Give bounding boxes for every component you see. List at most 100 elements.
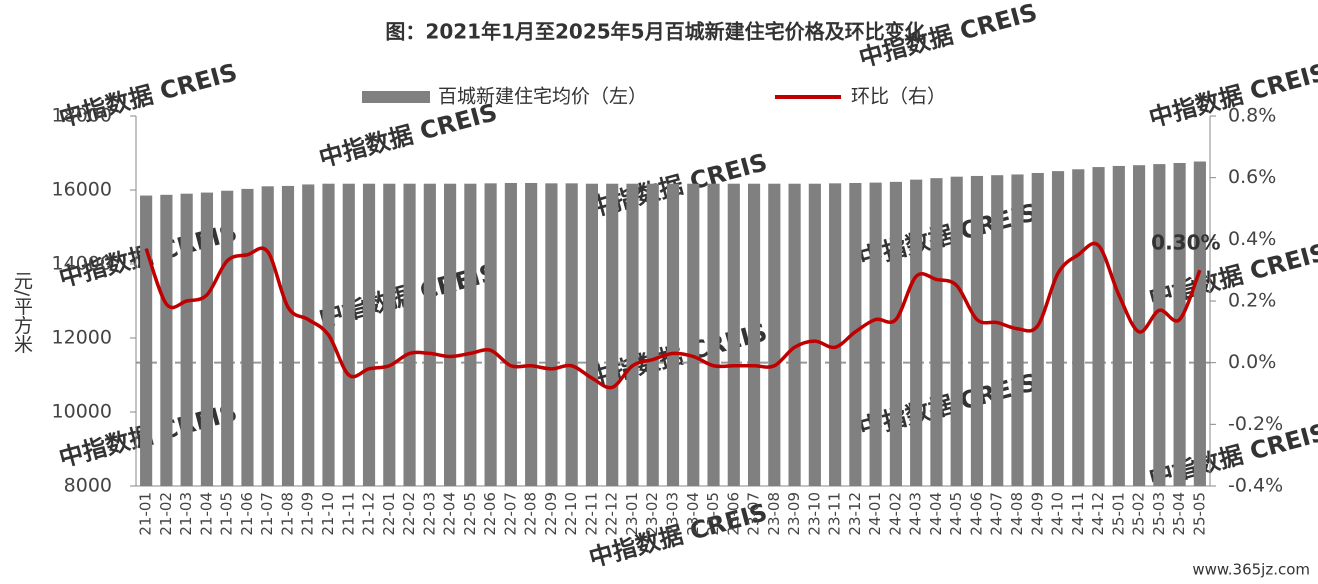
x-tick-label: 23-09 xyxy=(785,492,803,536)
x-tick-label: 23-05 xyxy=(704,492,722,536)
bar xyxy=(484,183,497,486)
bar xyxy=(160,194,173,486)
x-tick-label: 24-09 xyxy=(1028,492,1046,536)
x-tick-label: 24-07 xyxy=(988,492,1006,536)
bar xyxy=(140,195,153,487)
x-tick-label: 24-05 xyxy=(947,492,965,536)
x-tick-label: 23-12 xyxy=(846,492,864,536)
bar xyxy=(606,183,619,486)
bar xyxy=(889,181,902,487)
bar xyxy=(302,184,315,486)
x-tick-label: 22-11 xyxy=(582,492,600,536)
bar xyxy=(687,183,700,486)
x-tick-label: 25-04 xyxy=(1170,492,1188,536)
bar xyxy=(869,182,882,486)
bar xyxy=(950,176,963,486)
x-tick-label: 21-11 xyxy=(339,492,357,536)
x-tick-label: 23-11 xyxy=(826,492,844,536)
x-tick-label: 21-10 xyxy=(319,492,337,536)
y-tick-label: 18000 xyxy=(52,105,112,127)
y2-tick-label: 0.4% xyxy=(1228,228,1276,250)
x-tick-label: 21-04 xyxy=(197,492,215,536)
x-tick-label: 24-02 xyxy=(886,492,904,536)
bar xyxy=(991,175,1004,486)
x-tick-label: 22-12 xyxy=(603,492,621,536)
bar xyxy=(403,183,416,486)
x-tick-label: 23-04 xyxy=(684,492,702,536)
bar xyxy=(261,186,274,487)
x-tick-label: 23-10 xyxy=(805,492,823,536)
x-tick-label: 23-03 xyxy=(664,492,682,536)
bar xyxy=(747,183,761,486)
bar xyxy=(808,183,821,486)
x-tick-label: 22-04 xyxy=(441,492,459,536)
x-tick-label: 22-05 xyxy=(461,492,479,536)
bar xyxy=(930,178,943,486)
bar xyxy=(180,193,193,486)
x-tick-label: 21-08 xyxy=(278,492,296,536)
chart-title: 图：2021年1月至2025年5月百城新建住宅价格及环比变化 xyxy=(385,20,924,44)
y-tick-label: 10000 xyxy=(52,401,112,423)
bar xyxy=(362,183,376,486)
x-tick-label: 23-07 xyxy=(745,492,763,536)
x-tick-label: 25-02 xyxy=(1130,492,1148,536)
x-tick-label: 24-04 xyxy=(927,492,945,536)
bar xyxy=(646,183,659,486)
bar xyxy=(768,183,781,486)
x-tick-label: 21-07 xyxy=(258,492,276,536)
y-tick-label: 14000 xyxy=(52,253,112,275)
y2-tick-label: 0.8% xyxy=(1228,105,1276,127)
legend-label: 百城新建住宅均价（左） xyxy=(438,86,647,108)
bar xyxy=(383,183,396,486)
bar xyxy=(200,192,214,486)
bar xyxy=(910,179,923,486)
bar xyxy=(970,175,984,486)
y-tick-label: 8000 xyxy=(64,475,112,497)
bar xyxy=(525,182,538,486)
y2-tick-label: 0.0% xyxy=(1228,351,1276,373)
legend-label: 环比（右） xyxy=(851,86,946,108)
bar xyxy=(281,185,295,486)
x-tick-label: 22-10 xyxy=(562,492,580,536)
bar xyxy=(1173,162,1186,487)
bar xyxy=(626,183,639,486)
bar xyxy=(1112,165,1125,486)
bar xyxy=(1072,169,1085,486)
bar xyxy=(1193,161,1206,486)
x-tick-label: 22-02 xyxy=(400,492,418,536)
y2-tick-label: -0.2% xyxy=(1228,413,1283,435)
bar xyxy=(1051,171,1065,486)
y2-tick-label: 0.2% xyxy=(1228,290,1276,312)
x-tick-label: 24-03 xyxy=(907,492,925,536)
bar xyxy=(1092,167,1105,486)
bar xyxy=(849,182,862,486)
x-tick-label: 23-06 xyxy=(724,492,742,536)
bar xyxy=(1153,164,1166,486)
x-tick-label: 21-09 xyxy=(299,492,317,536)
bar xyxy=(707,183,720,486)
x-tick-label: 21-05 xyxy=(218,492,236,536)
x-tick-label: 25-01 xyxy=(1109,492,1127,536)
data-label: 0.30% xyxy=(1151,231,1220,255)
bar xyxy=(444,183,457,486)
bar xyxy=(545,183,558,486)
x-tick-label: 21-12 xyxy=(360,492,378,536)
bar xyxy=(221,190,234,487)
bar xyxy=(241,188,254,486)
x-tick-label: 22-01 xyxy=(380,492,398,536)
y-axis-label: 元/平方米 xyxy=(11,271,33,353)
bar xyxy=(585,183,599,486)
x-tick-label: 21-02 xyxy=(157,492,175,536)
bar xyxy=(464,183,477,486)
x-tick-label: 24-01 xyxy=(866,492,884,536)
x-tick-label: 21-06 xyxy=(238,492,256,536)
x-tick-label: 23-08 xyxy=(765,492,783,536)
x-tick-label: 23-01 xyxy=(623,492,641,536)
bar xyxy=(565,183,578,486)
y-tick-label: 12000 xyxy=(52,327,112,349)
watermark: 中指数据 CREIS xyxy=(316,98,500,172)
y2-tick-label: -0.4% xyxy=(1228,475,1283,497)
footer-text: www.365jz.com xyxy=(1192,561,1310,579)
